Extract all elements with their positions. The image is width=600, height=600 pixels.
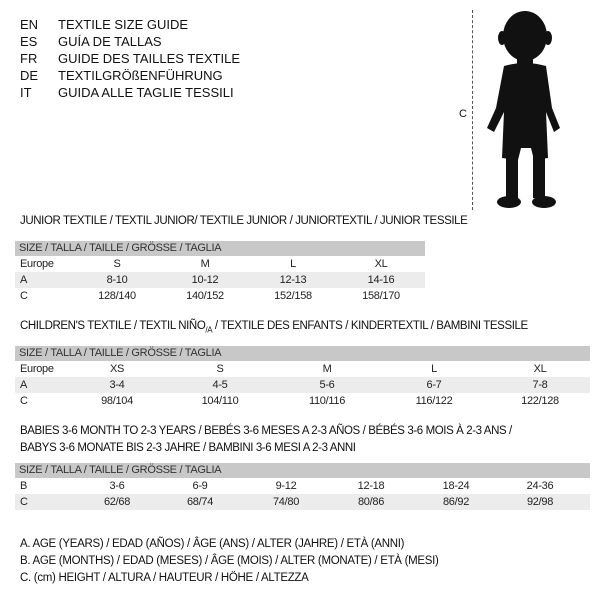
row-label: C — [20, 496, 28, 508]
table-cell: 86/92 — [442, 496, 470, 508]
table-cell: 8-10 — [106, 274, 128, 286]
row-label: A — [20, 379, 28, 391]
table-cell: 14-16 — [367, 274, 395, 286]
table-cell: XS — [109, 363, 125, 375]
table-cell: 92/98 — [526, 496, 554, 508]
table-cell: XL — [374, 258, 388, 270]
children-title: CHILDREN'S TEXTILE / TEXTIL NIÑO/A / TEX… — [20, 320, 528, 334]
children-title-sub: /A — [205, 325, 213, 335]
table-cell: M — [200, 258, 210, 270]
table-cell: 122/128 — [521, 395, 559, 407]
height-measure-line — [472, 10, 473, 210]
table-row: B 3-6 6-9 9-12 12-18 18-24 24-36 — [15, 478, 590, 494]
junior-title: JUNIOR TEXTILE / TEXTIL JUNIOR/ TEXTILE … — [20, 215, 468, 227]
measure-label: C — [459, 108, 467, 120]
table-cell: 9-12 — [275, 480, 297, 492]
row-label: Europe — [20, 363, 54, 375]
table-cell: 74/80 — [272, 496, 300, 508]
table-cell: 12-18 — [357, 480, 385, 492]
table-cell: 5-6 — [319, 379, 335, 391]
language-code: FR — [20, 51, 38, 66]
children-title-main: CHILDREN'S TEXTILE / TEXTIL NIÑO — [20, 320, 206, 332]
table-cell: 80/86 — [357, 496, 385, 508]
row-label: C — [20, 395, 28, 407]
table-cell: 98/104 — [101, 395, 133, 407]
table-cell: 24-36 — [526, 480, 554, 492]
table-cell: 140/152 — [186, 290, 224, 302]
table-cell: L — [431, 363, 437, 375]
table-row: Europe XS S M L XL — [15, 361, 590, 377]
table-row: Europe S M L XL — [15, 256, 425, 272]
table-row: A 3-4 4-5 5-6 6-7 7-8 — [15, 377, 590, 393]
table-cell: 6-7 — [426, 379, 442, 391]
language-code: ES — [20, 34, 38, 49]
language-code: EN — [20, 17, 39, 32]
table-cell: S — [216, 363, 224, 375]
legend-item: B. AGE (MONTHS) / EDAD (MESES) / ÂGE (MO… — [20, 555, 439, 567]
table-cell: 3-6 — [109, 480, 125, 492]
table-header: SIZE / TALLA / TAILLE / GRÖSSE / TAGLIA — [15, 463, 590, 478]
table-cell: M — [322, 363, 332, 375]
table-cell: 104/110 — [201, 395, 239, 407]
language-text: TEXTILGRÖßENFÜHRUNG — [58, 68, 223, 83]
children-title-rest: / TEXTILE DES ENFANTS / KINDERTEXTIL / B… — [212, 320, 528, 332]
table-row: A 8-10 10-12 12-13 14-16 — [15, 272, 425, 288]
language-text: GUIDE DES TAILLES TEXTILE — [58, 51, 241, 66]
table-header: SIZE / TALLA / TAILLE / GRÖSSE / TAGLIA — [15, 346, 590, 361]
table-cell: 110/116 — [308, 395, 346, 407]
language-text: GUÍA DE TALLAS — [58, 34, 162, 49]
legend-item: A. AGE (YEARS) / EDAD (AÑOS) / ÂGE (ANS)… — [20, 538, 405, 550]
babies-title-line1: BABIES 3-6 MONTH TO 2-3 YEARS / BEBÉS 3-… — [20, 425, 512, 437]
table-cell: 18-24 — [442, 480, 470, 492]
table-cell: 62/68 — [103, 496, 131, 508]
table-cell: S — [113, 258, 121, 270]
language-code: DE — [20, 68, 39, 83]
table-cell: 158/170 — [362, 290, 400, 302]
table-row: C 98/104 104/110 110/116 116/122 122/128 — [15, 393, 590, 409]
language-code: IT — [20, 85, 32, 100]
table-cell: 4-5 — [212, 379, 228, 391]
language-text: TEXTILE SIZE GUIDE — [58, 17, 189, 32]
table-cell: 3-4 — [109, 379, 125, 391]
row-label: A — [20, 274, 28, 286]
table-cell: 68/74 — [186, 496, 214, 508]
row-label: C — [20, 290, 28, 302]
table-cell: 6-9 — [192, 480, 208, 492]
row-label: B — [20, 480, 28, 492]
table-cell: 7-8 — [532, 379, 548, 391]
table-cell: 116/122 — [415, 395, 453, 407]
table-header: SIZE / TALLA / TAILLE / GRÖSSE / TAGLIA — [15, 241, 425, 256]
table-cell: L — [290, 258, 296, 270]
table-cell: 152/158 — [274, 290, 312, 302]
junior-size-table: SIZE / TALLA / TAILLE / GRÖSSE / TAGLIA E… — [15, 241, 425, 304]
child-silhouette-icon — [487, 11, 560, 208]
table-cell: 10-12 — [191, 274, 219, 286]
babies-title-line2: BABYS 3-6 MONATE BIS 2-3 JAHRE / BAMBINI… — [20, 442, 356, 454]
babies-size-table: SIZE / TALLA / TAILLE / GRÖSSE / TAGLIA B… — [15, 463, 590, 510]
table-row: C 128/140 140/152 152/158 158/170 — [15, 288, 425, 304]
children-size-table: SIZE / TALLA / TAILLE / GRÖSSE / TAGLIA E… — [15, 346, 590, 409]
language-text: GUIDA ALLE TAGLIE TESSILI — [58, 85, 234, 100]
table-cell: XL — [533, 363, 547, 375]
row-label: Europe — [20, 258, 54, 270]
legend: A. AGE (YEARS) / EDAD (AÑOS) / ÂGE (ANS)… — [20, 536, 439, 587]
table-row: C 62/68 68/74 74/80 80/86 86/92 92/98 — [15, 494, 590, 510]
legend-item: C. (cm) HEIGHT / ALTURA / HAUTEUR / HÖHE… — [20, 572, 309, 584]
table-cell: 128/140 — [98, 290, 136, 302]
table-cell: 12-13 — [279, 274, 307, 286]
